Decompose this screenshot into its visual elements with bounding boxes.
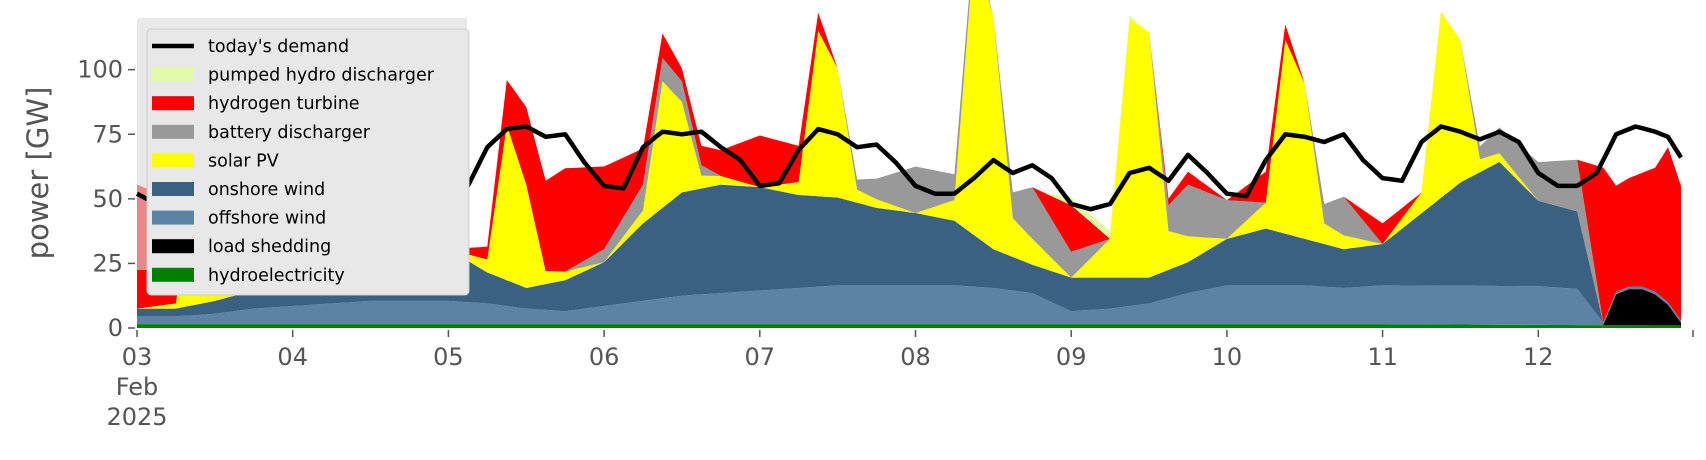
x-tick-year: 2025 <box>106 403 167 431</box>
legend-label: pumped hydro discharger <box>208 66 435 86</box>
x-tick-label: 10 <box>1212 343 1243 371</box>
legend-swatch <box>152 239 194 254</box>
y-tick-label: 25 <box>92 249 123 277</box>
legend-label: offshore wind <box>208 209 326 229</box>
y-tick-label: 50 <box>92 185 123 213</box>
legend-swatch <box>152 124 194 139</box>
x-tick-month: Feb <box>116 373 159 401</box>
legend-swatch <box>152 210 194 225</box>
y-axis: 0 25 50 75 100 <box>77 56 135 342</box>
x-tick-label: 12 <box>1523 343 1554 371</box>
legend-label: today's demand <box>208 37 349 57</box>
legend-swatch <box>152 67 194 82</box>
legend-label: onshore wind <box>208 180 325 200</box>
x-tick-label: 04 <box>277 343 308 371</box>
legend-label: hydrogen turbine <box>208 94 360 114</box>
y-tick-label: 100 <box>77 56 123 84</box>
legend-swatch <box>152 267 194 282</box>
legend-box <box>146 28 470 296</box>
area-offshore-wind <box>137 285 1681 326</box>
legend-label: solar PV <box>208 151 279 171</box>
legend-label: battery discharger <box>208 123 371 143</box>
legend-swatch <box>152 153 194 168</box>
x-tick-label: 09 <box>1056 343 1087 371</box>
legend-label: load shedding <box>208 237 331 257</box>
x-tick-label: 05 <box>433 343 464 371</box>
legend-swatch <box>152 96 194 111</box>
legend-swatch <box>152 182 194 196</box>
area-onshore-wind <box>137 162 1681 323</box>
area-hydroelectricity <box>137 324 1681 328</box>
y-tick-label: 75 <box>92 120 123 148</box>
area-solar-pv <box>137 0 1681 323</box>
x-tick-label: 11 <box>1367 343 1398 371</box>
x-tick-label: 07 <box>745 343 776 371</box>
legend-label: hydroelectricity <box>208 266 345 286</box>
x-tick-label: 08 <box>900 343 931 371</box>
x-tick-label: 06 <box>589 343 620 371</box>
y-axis-label: power [GW] <box>21 87 55 260</box>
y-tick-label: 0 <box>108 314 123 342</box>
legend: today's demand pumped hydro discharger hyd… <box>146 28 470 296</box>
x-tick-label: 03 <box>122 343 153 371</box>
